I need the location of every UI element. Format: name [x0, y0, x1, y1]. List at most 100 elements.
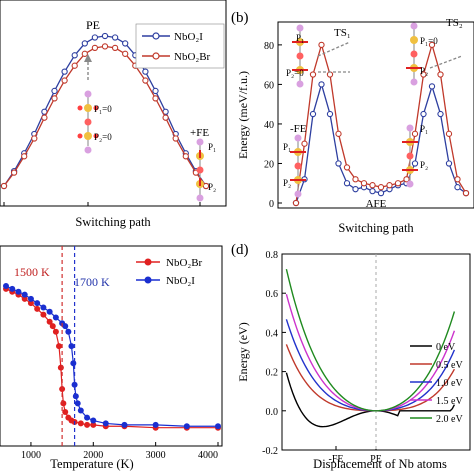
series-line-b-nbo-br: [295, 42, 467, 204]
panel-d-y-tick-label-0-2: 0.2: [266, 368, 279, 379]
point-b-nbo-br-15: [420, 71, 427, 78]
point-c-nbo-br-19: [84, 421, 91, 428]
annotation-p1-zero: P₁=0: [94, 104, 112, 114]
panel-a-x-ticks: [3, 202, 201, 206]
point-b-nbo-br-7: [352, 176, 359, 183]
legend-marker-nbo2br-c: [144, 258, 152, 266]
panel-a-legend: NbO₂I NbO₂Br: [135, 23, 225, 69]
panel-d: (d) -0.2 0.0 0.2 0.4 0.6 0.8 -FE PE 0 eV 0.5 eV…: [231, 242, 471, 471]
point-nbo-i-10: [101, 32, 109, 40]
annotation-p2-zero: P₂=0: [94, 132, 112, 142]
panel-b-y-tick-label-80: 80: [264, 41, 274, 52]
point-b-nbo-i-10: [377, 189, 385, 197]
panel-b-y-tick-label-60: 60: [264, 80, 274, 91]
point-c-nbo-i-12: [68, 343, 75, 350]
legend-label-d-2-0-ev: 2.0 eV: [436, 414, 463, 425]
point-nbo-br-0: [0, 182, 8, 190]
panel-c-x-ticks: 1000 2000 3000 4000: [21, 442, 219, 461]
point-c-nbo-br-5: [34, 305, 41, 312]
panel-b-y-tick-label-20: 20: [264, 159, 274, 170]
legend-label-nbo2br: NbO₂Br: [174, 51, 211, 63]
panel-a-series: [0, 32, 210, 190]
annotation-ts2-p2: P₂: [420, 66, 428, 76]
point-nbo-i-14: [142, 68, 149, 75]
point-b-nbo-br-3: [318, 41, 325, 49]
point-b-nbo-br-18: [445, 130, 453, 137]
legend-label-nbo2br-c: NbO₂Br: [166, 257, 203, 269]
annotation-1500k: 1500 K: [14, 265, 50, 279]
point-b-nbo-i-2: [309, 110, 317, 118]
point-b-nbo-br-20: [462, 189, 470, 197]
series-line-d-1-0-ev: [285, 319, 456, 412]
point-c-nbo-br-13: [60, 400, 67, 407]
annotation-plus-fe-p2: P₂: [208, 182, 216, 192]
point-nbo-i-12: [122, 40, 129, 47]
point-c-nbo-i-14: [71, 381, 78, 388]
annotation-afe: AFE: [366, 198, 387, 210]
point-c-nbo-i-16: [74, 400, 81, 407]
structure-ts2: [406, 22, 463, 86]
point-c-nbo-br-18: [77, 420, 84, 427]
panel-b-series: [292, 41, 470, 207]
panel-d-xlabel: Displacement of Nb atoms: [313, 457, 447, 471]
point-nbo-br-7: [71, 62, 78, 69]
point-c-nbo-br-4: [27, 300, 34, 307]
point-c-nbo-i-22: [152, 421, 159, 428]
point-b-nbo-i-16: [428, 83, 436, 90]
point-b-nbo-i-6: [343, 180, 351, 187]
annotation-ts1-p2-zero: P₂=0: [286, 68, 304, 78]
panel-d-y-tick-label-0-2: -0.2: [262, 446, 278, 457]
series-line-d-2-0-ev: [285, 268, 456, 412]
point-b-nbo-br-16: [428, 41, 436, 49]
series-line-d-1-5-ev: [285, 294, 456, 412]
panel-c-series: [3, 283, 221, 431]
structure-ts1: [292, 24, 351, 88]
point-c-nbo-i-5: [34, 300, 41, 307]
annotation-plus-fe: +FE: [190, 127, 209, 139]
legend-label-nbo2i: NbO₂I: [174, 31, 203, 43]
panel-b: (b) 0 20 40 60 80 Energy (meV/f.u.) Switchin…: [231, 10, 474, 235]
point-b-nbo-br-5: [335, 130, 342, 137]
panel-c-x-tick-label-4000: 4000: [198, 450, 218, 461]
point-nbo-br-8: [81, 50, 88, 57]
point-b-nbo-br-9: [369, 182, 376, 189]
point-nbo-br-11: [111, 44, 119, 52]
panel-a: NbO₂I NbO₂Br PE P₁=0 P₂=0 +FE: [0, 0, 227, 229]
point-nbo-br-4: [41, 114, 48, 121]
point-nbo-br-15: [152, 95, 159, 102]
point-c-nbo-br-3: [21, 295, 28, 302]
point-c-nbo-i-3: [21, 291, 28, 298]
point-nbo-i-15: [152, 87, 159, 95]
point-b-nbo-i-18: [445, 160, 453, 167]
point-c-nbo-i-2: [15, 288, 22, 295]
legend-marker-nbo2br: [152, 52, 160, 60]
annotation-afe-p1: P₁: [420, 124, 428, 134]
annotation-ts1-p1: P₁: [296, 33, 304, 43]
structure-afe: [402, 124, 418, 188]
point-c-nbo-i-20: [102, 420, 109, 427]
point-c-nbo-i-13: [70, 360, 77, 367]
point-nbo-br-18: [182, 153, 189, 160]
panel-d-ylabel: Energy (eV): [236, 322, 250, 381]
point-b-nbo-br-8: [360, 180, 368, 187]
point-b-nbo-br-2: [309, 71, 317, 78]
point-b-nbo-br-17: [437, 71, 444, 78]
point-c-nbo-i-11: [65, 328, 72, 335]
panel-b-label: (b): [231, 10, 249, 26]
point-b-nbo-i-3: [318, 81, 325, 88]
point-c-nbo-br-10: [56, 343, 62, 350]
point-nbo-br-1: [10, 169, 18, 176]
panel-b-y-tick-label-0: 0: [269, 199, 274, 210]
point-c-nbo-br-20: [90, 421, 97, 428]
point-c-nbo-i-24: [215, 423, 221, 430]
structure-pe: [77, 54, 99, 154]
panel-d-series: [285, 268, 456, 428]
point-nbo-br-3: [31, 135, 38, 142]
legend-label-d-1-0-ev: 1.0 eV: [436, 378, 463, 389]
point-c-nbo-i-8: [52, 314, 59, 321]
point-b-nbo-i-7: [352, 186, 359, 193]
point-b-nbo-br-11: [386, 182, 393, 189]
point-b-nbo-i-17: [437, 110, 444, 118]
point-nbo-i-5: [51, 87, 58, 95]
structure-minus-fe: [290, 134, 306, 198]
